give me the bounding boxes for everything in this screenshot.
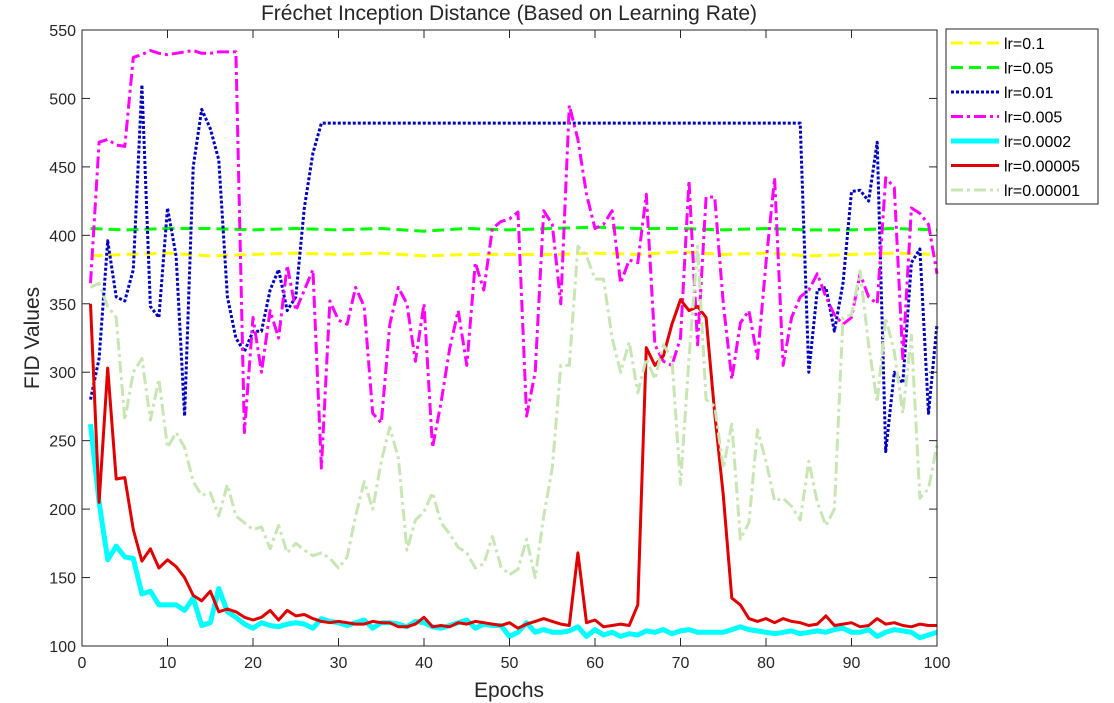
series-line-lr-0-00005 <box>89 298 937 630</box>
series-layer <box>88 49 939 641</box>
y-tick-label: 100 <box>49 639 76 656</box>
legend: lr=0.1 lr=0.05 lr=0.01 lr=0.005 lr=0.0002 lr=… <box>945 28 1099 205</box>
legend-box <box>945 28 1099 205</box>
y-tick-label: 550 <box>49 23 76 40</box>
chart-title: Fréchet Inception Distance (Based on Lea… <box>261 2 757 25</box>
y-tick-label: 300 <box>49 365 76 382</box>
plot-area <box>81 29 939 647</box>
x-tick-label: 10 <box>159 655 177 672</box>
y-tick-label: 500 <box>49 91 76 108</box>
x-tick-label: 60 <box>586 655 604 672</box>
legend-label: lr=0.005 <box>1004 110 1062 127</box>
legend-label: lr=0.01 <box>1004 85 1053 102</box>
y-tick-label: 450 <box>49 160 76 177</box>
y-axis: 100 150 200 250 300 350 400 450 500 550 <box>49 23 937 656</box>
x-tick-label: 0 <box>78 655 87 672</box>
x-tick-label: 80 <box>757 655 775 672</box>
series-line-lr-0-0002 <box>88 423 938 641</box>
legend-label: lr=0.05 <box>1004 61 1053 78</box>
x-tick-label: 90 <box>843 655 861 672</box>
x-tick-label: 70 <box>672 655 690 672</box>
y-tick-label: 150 <box>49 571 76 588</box>
x-tick-label: 40 <box>415 655 433 672</box>
series-line-lr-0-00001 <box>89 244 939 580</box>
y-tick-label: 200 <box>49 502 76 519</box>
series-line-lr-0-1 <box>90 250 938 258</box>
y-axis-label: FID Values <box>21 287 44 389</box>
y-tick-label: 250 <box>49 434 76 451</box>
series-line-lr-0-01 <box>89 83 939 454</box>
x-tick-label: 50 <box>501 655 519 672</box>
legend-label: lr=0.0002 <box>1004 134 1071 151</box>
legend-label: lr=0.00005 <box>1004 159 1080 176</box>
series-line-lr-0-005 <box>89 49 939 470</box>
x-tick-label: 100 <box>924 655 951 672</box>
series-line-lr-0-05 <box>90 225 938 233</box>
x-tick-label: 20 <box>244 655 262 672</box>
y-tick-label: 350 <box>49 297 76 314</box>
y-tick-label: 400 <box>49 228 76 245</box>
legend-label: lr=0.00001 <box>1004 183 1080 200</box>
legend-label: lr=0.1 <box>1004 36 1045 53</box>
x-axis-label: Epochs <box>474 679 544 702</box>
x-axis: 0 10 20 30 40 50 60 70 80 90 100 <box>78 30 951 672</box>
x-tick-label: 30 <box>330 655 348 672</box>
